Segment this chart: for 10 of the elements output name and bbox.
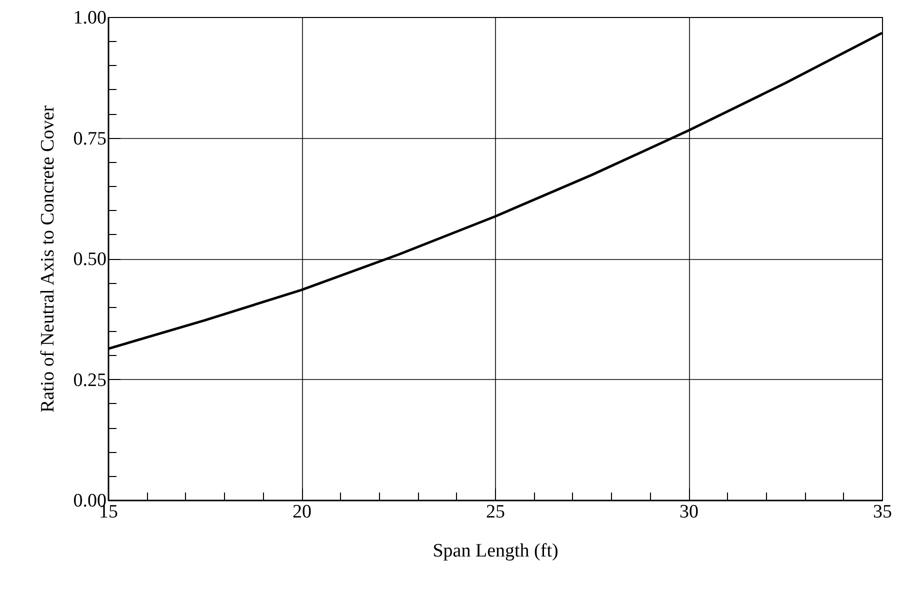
y-axis-title: Ratio of Neutral Axis to Concrete Cover	[37, 104, 58, 413]
y-tick-label: 0.50	[73, 249, 106, 270]
x-tick-label: 25	[486, 502, 505, 522]
y-tick-label: 0.25	[73, 370, 106, 391]
x-tick-label: 20	[292, 502, 312, 522]
y-tick-label: 1.00	[73, 8, 106, 28]
y-tick-label: 0.75	[73, 128, 106, 150]
x-axis-title: Span Length (ft)	[432, 540, 558, 562]
x-tick-label: 30	[680, 502, 698, 522]
x-tick-label: 35	[873, 502, 892, 522]
